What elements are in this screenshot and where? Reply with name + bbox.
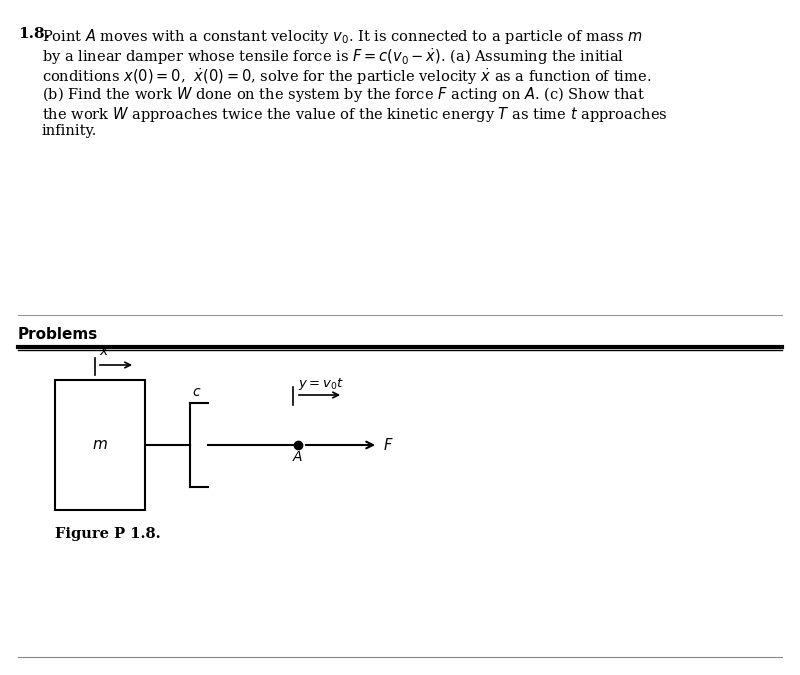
Bar	[55, 380, 145, 510]
Text: $F$: $F$	[383, 437, 394, 453]
Text: Point $A$ moves with a constant velocity $v_0$. It is connected to a particle of: Point $A$ moves with a constant velocity…	[42, 27, 643, 46]
Text: (b) Find the work $W$ done on the system by the force $F$ acting on $A$. (c) Sho: (b) Find the work $W$ done on the system…	[42, 86, 645, 105]
Text: $A$: $A$	[292, 450, 304, 464]
Text: $m$: $m$	[92, 438, 108, 452]
Text: by a linear damper whose tensile force is $F = c(v_0 - \dot{x})$. (a) Assuming t: by a linear damper whose tensile force i…	[42, 47, 624, 68]
Text: Problems: Problems	[18, 327, 98, 342]
Text: Figure P 1.8.: Figure P 1.8.	[55, 527, 161, 541]
Text: $y = v_0t$: $y = v_0t$	[298, 376, 344, 392]
Text: the work $W$ approaches twice the value of the kinetic energy $T$ as time $t$ ap: the work $W$ approaches twice the value …	[42, 105, 667, 124]
Text: 1.8.: 1.8.	[18, 27, 50, 41]
Text: $x$: $x$	[99, 344, 110, 358]
Text: $c$: $c$	[192, 385, 202, 399]
Text: infinity.: infinity.	[42, 124, 98, 138]
Text: conditions $x(0) = 0$,  $\dot{x}(0) = 0$, solve for the particle velocity $\dot{: conditions $x(0) = 0$, $\dot{x}(0) = 0$,…	[42, 66, 651, 87]
